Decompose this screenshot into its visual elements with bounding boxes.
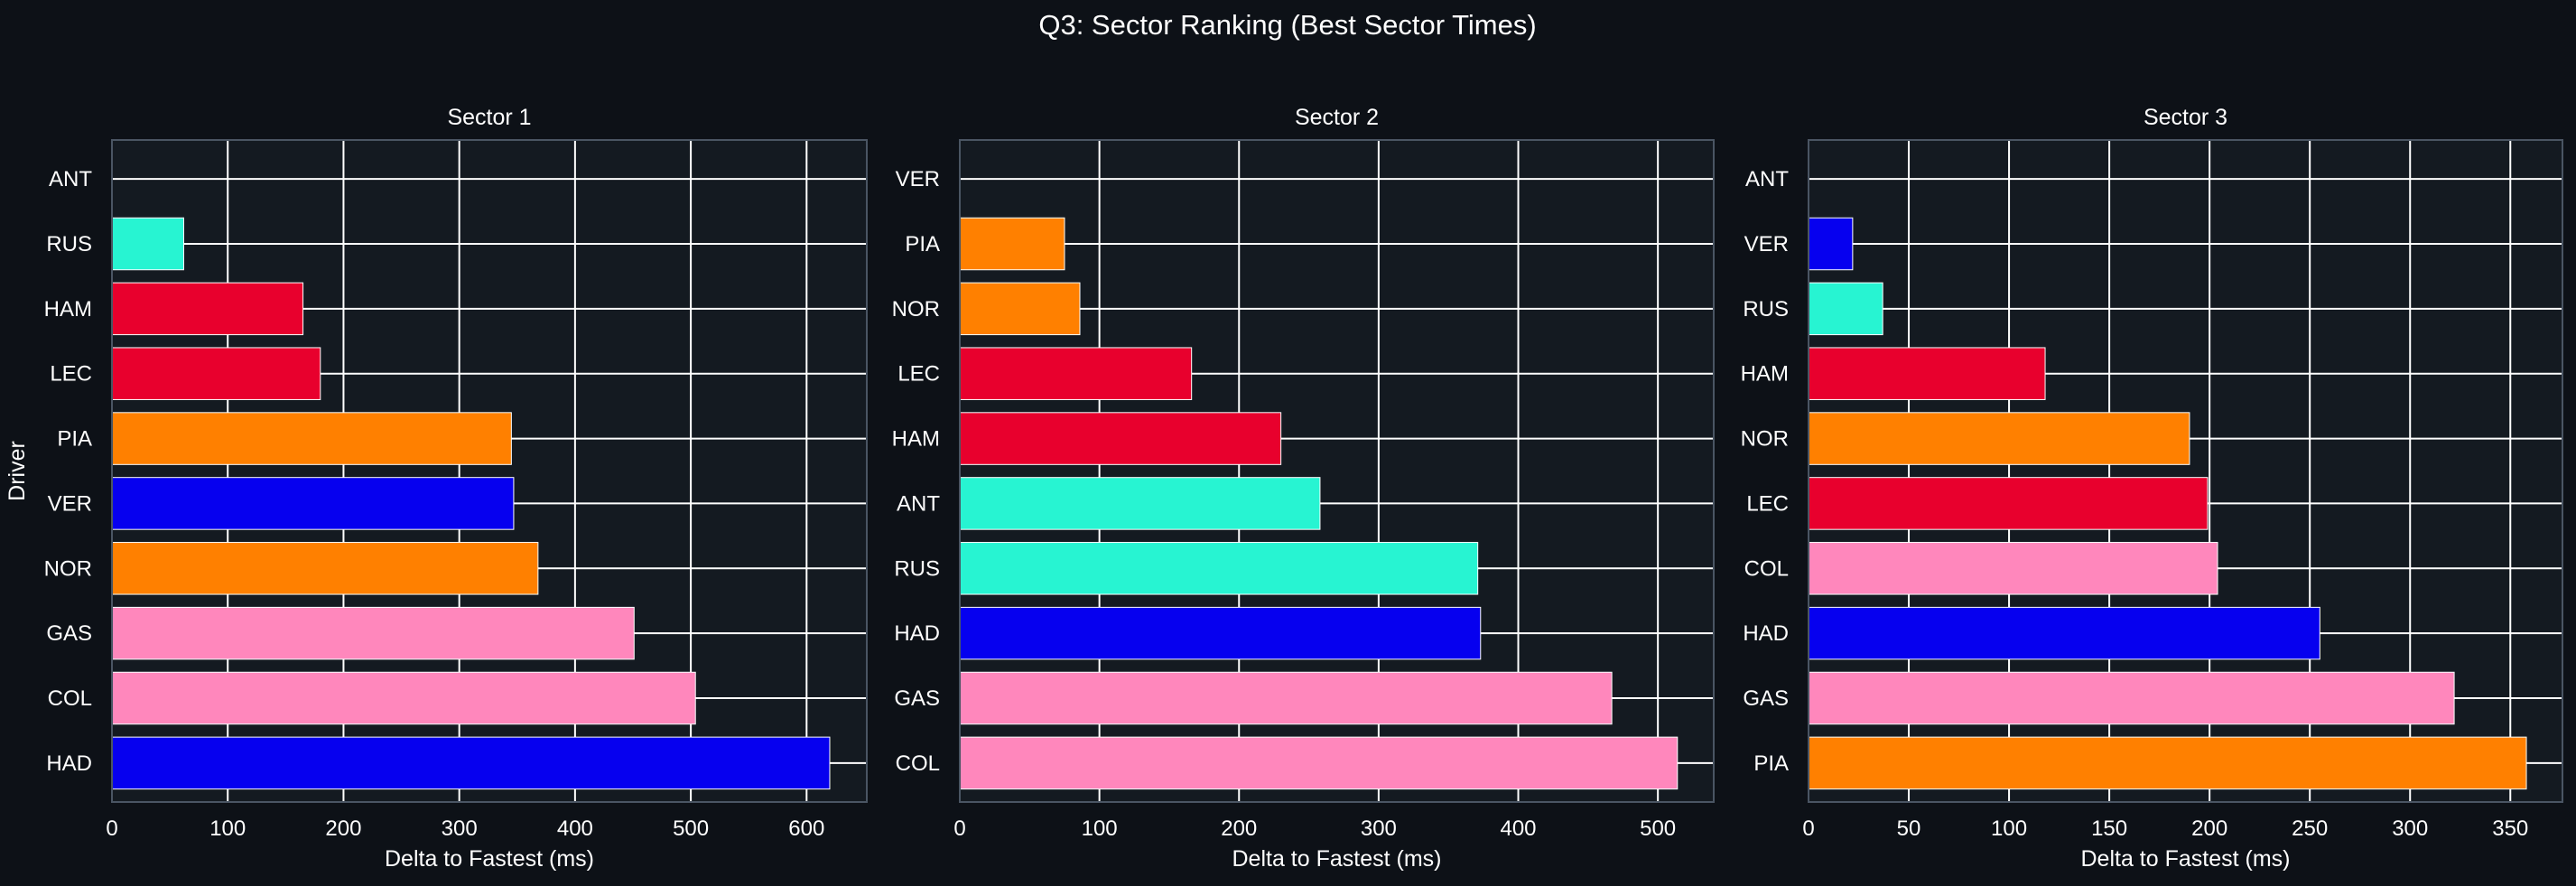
x-tick-label: 400 xyxy=(557,816,593,841)
y-tick-label: COL xyxy=(48,686,92,711)
bar-ver xyxy=(1808,217,1854,271)
bar-lec xyxy=(959,347,1193,400)
y-tick-label: PIA xyxy=(57,427,92,452)
y-tick-label: GAS xyxy=(1743,686,1789,711)
x-tick-label: 500 xyxy=(1640,816,1676,841)
bar-ham xyxy=(111,282,304,336)
x-tick-label: 300 xyxy=(442,816,478,841)
bar-ver xyxy=(111,477,515,530)
bar-lec xyxy=(111,347,321,400)
sector-panel-1: 0 100 200 300 400 500 600 ANT RUS HAM LEC PIA VER NOR… xyxy=(5,105,868,872)
x-tick-label: 300 xyxy=(1361,816,1397,841)
bar-pia xyxy=(1808,736,2527,790)
y-tick-label: VER xyxy=(1744,232,1789,256)
y-tick-label: ANT xyxy=(897,491,940,516)
x-tick-label: 50 xyxy=(1897,816,1921,841)
x-tick-label: 0 xyxy=(953,816,965,841)
y-tick-label: HAD xyxy=(46,751,92,776)
x-tick-label: 100 xyxy=(209,816,246,841)
x-axis-label: Delta to Fastest (ms) xyxy=(385,846,594,872)
bar-rus xyxy=(1808,282,1883,336)
y-tick-label: LEC xyxy=(50,362,92,387)
x-tick-label: 350 xyxy=(2492,816,2528,841)
bar-nor xyxy=(1808,412,2190,465)
bar-had xyxy=(1808,606,2320,660)
y-tick-label: HAM xyxy=(44,297,92,322)
x-tick-label: 200 xyxy=(2191,816,2227,841)
y-tick-label: NOR xyxy=(892,297,940,322)
bar-ham xyxy=(1808,347,2046,400)
y-tick-label: COL xyxy=(896,751,940,776)
panel-title: Sector 2 xyxy=(1295,105,1379,130)
bar-pia xyxy=(111,412,512,465)
bar-pia xyxy=(959,217,1065,271)
panel-title: Sector 3 xyxy=(2144,105,2227,130)
bar-gas xyxy=(959,671,1613,725)
y-tick-label: GAS xyxy=(894,686,940,711)
y-tick-label: COL xyxy=(1744,556,1789,581)
axes-frame xyxy=(1808,139,2563,803)
x-tick-label: 500 xyxy=(673,816,709,841)
x-tick-label: 300 xyxy=(2392,816,2428,841)
y-tick-label: HAD xyxy=(894,621,940,646)
x-tick-label: 0 xyxy=(1802,816,1814,841)
sector-panel-3: 0 50 100 150 200 250 300 350 ANT VER RUS HAM NOR LEC C… xyxy=(1741,105,2563,872)
y-axis-label: Driver xyxy=(5,441,30,501)
y-tick-label: HAM xyxy=(892,427,940,452)
bar-rus xyxy=(959,542,1479,595)
axes-frame xyxy=(959,139,1715,803)
sector-panel-2: 0 100 200 300 400 500 VER PIA NOR LEC HAM ANT RUS HAD… xyxy=(892,105,1715,872)
x-tick-label: 100 xyxy=(1991,816,2027,841)
bar-gas xyxy=(111,606,635,660)
y-tick-label: NOR xyxy=(44,556,92,581)
y-tick-label: ANT xyxy=(49,167,92,191)
x-tick-label: 250 xyxy=(2292,816,2328,841)
y-tick-label: LEC xyxy=(897,362,940,387)
x-tick-label: 400 xyxy=(1500,816,1536,841)
bar-had xyxy=(111,736,831,790)
panel-title: Sector 1 xyxy=(447,105,531,130)
x-tick-label: 200 xyxy=(1221,816,1257,841)
bar-col xyxy=(1808,542,2218,595)
bar-gas xyxy=(1808,671,2455,725)
bar-had xyxy=(959,606,1482,660)
bar-nor xyxy=(959,282,1081,336)
y-tick-label: LEC xyxy=(1746,491,1789,516)
x-tick-label: 200 xyxy=(325,816,361,841)
bar-rus xyxy=(111,217,184,271)
x-tick-label: 600 xyxy=(788,816,824,841)
y-tick-label: ANT xyxy=(1745,167,1789,191)
axes-frame xyxy=(111,139,868,803)
bar-lec xyxy=(1808,477,2209,530)
y-tick-label: HAM xyxy=(1741,362,1789,387)
y-tick-label: RUS xyxy=(1743,297,1789,322)
y-tick-label: PIA xyxy=(905,232,940,256)
x-axis-label: Delta to Fastest (ms) xyxy=(2081,846,2291,872)
x-tick-label: 100 xyxy=(1082,816,1118,841)
y-tick-label: HAD xyxy=(1743,621,1789,646)
y-tick-label: RUS xyxy=(46,232,92,256)
bar-ant xyxy=(959,477,1321,530)
bar-col xyxy=(959,736,1679,790)
y-tick-label: GAS xyxy=(46,621,92,646)
chart-panels: 0 100 200 300 400 500 600ANTRUSHAMLECPIAVERNOR… xyxy=(5,105,2563,872)
y-tick-label: RUS xyxy=(894,556,940,581)
figure-title: Q3: Sector Ranking (Best Sector Times) xyxy=(1038,9,1536,41)
y-tick-label: NOR xyxy=(1741,427,1789,452)
y-tick-label: VER xyxy=(896,167,940,191)
bar-ham xyxy=(959,412,1282,465)
bar-col xyxy=(111,671,696,725)
bar-nor xyxy=(111,542,539,595)
x-axis-label: Delta to Fastest (ms) xyxy=(1232,846,1442,872)
y-tick-label: VER xyxy=(48,491,92,516)
x-tick-label: 0 xyxy=(106,816,117,841)
y-tick-label: PIA xyxy=(1753,751,1789,776)
x-tick-label: 150 xyxy=(2091,816,2127,841)
